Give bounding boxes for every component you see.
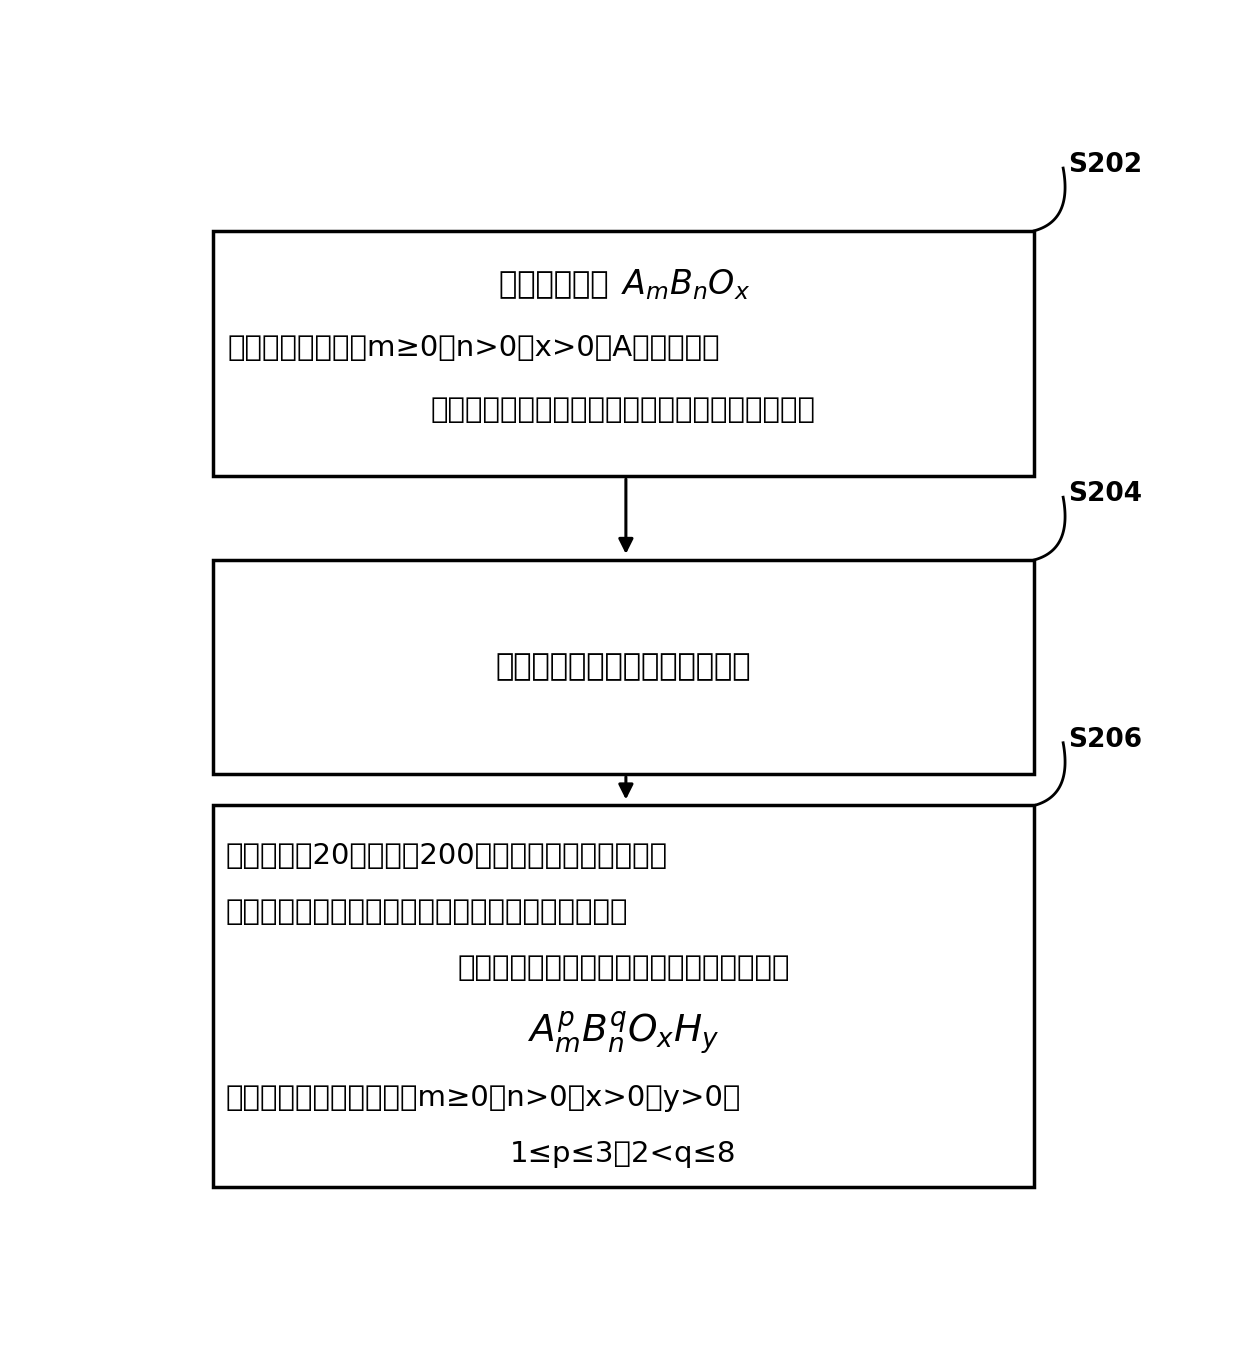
Bar [213, 806, 1034, 1187]
Text: $\mathbf{\mathit{A_m^pB_n^qO_xH_y}}$: $\mathbf{\mathit{A_m^pB_n^qO_xH_y}}$ [527, 1010, 719, 1057]
Text: 气体在所述金属催化剂的作用下产生氢原子，所述氢: 气体在所述金属催化剂的作用下产生氢原子，所述氢 [226, 898, 627, 925]
Text: 素、碱土金属元素和稀土金属元素中的一种或多种: 素、碱土金属元素和稀土金属元素中的一种或多种 [432, 396, 816, 425]
Text: S204: S204 [1068, 482, 1142, 508]
Text: 加热升温至20摄氏度至200摄氏度，使所述含氢反应: 加热升温至20摄氏度至200摄氏度，使所述含氢反应 [226, 841, 667, 870]
Text: 提供结构式为: 提供结构式为 [500, 270, 619, 300]
Bar [213, 560, 1034, 773]
Text: 的含氢钌氧化物，其中，m≥0，n>0，x>0，y>0，: 的含氢钌氧化物，其中，m≥0，n>0，x>0，y>0， [226, 1084, 740, 1111]
Text: S202: S202 [1068, 152, 1142, 178]
Text: S206: S206 [1068, 726, 1142, 753]
Bar [213, 231, 1034, 476]
Text: $\mathbf{\mathit{A_mB_nO_x}}$: $\mathbf{\mathit{A_mB_nO_x}}$ [620, 267, 750, 303]
Text: 1≤p≤3，2<q≤8: 1≤p≤3，2<q≤8 [510, 1140, 737, 1168]
Text: 的氧化物，其中，m≥0，n>0，x>0，A为碱金属元: 的氧化物，其中，m≥0，n>0，x>0，A为碱金属元 [227, 334, 719, 362]
Text: 原子扩散插入所述氧化物中以形成结构式为: 原子扩散插入所述氧化物中以形成结构式为 [458, 954, 790, 982]
Text: 提供金属催化剂和含氢反应气体: 提供金属催化剂和含氢反应气体 [496, 653, 751, 681]
